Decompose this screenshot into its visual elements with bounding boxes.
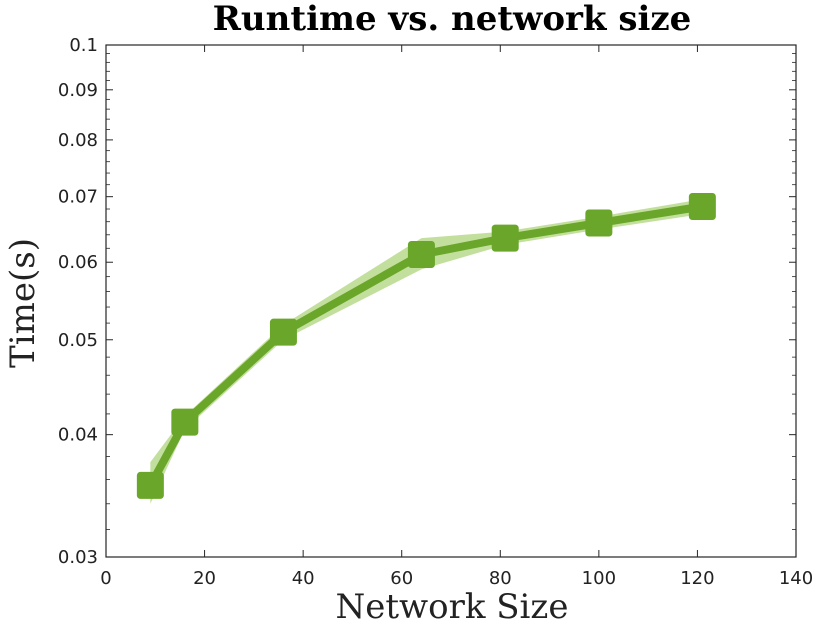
data-point-marker <box>585 209 613 237</box>
y-tick-label: 0.07 <box>58 187 98 208</box>
data-point-marker <box>269 318 297 346</box>
x-tick-label: 100 <box>582 568 616 589</box>
y-tick-label: 0.09 <box>58 80 98 101</box>
y-tick-label: 0.1 <box>69 35 98 56</box>
x-tick-label: 80 <box>489 568 512 589</box>
data-point-marker <box>491 224 519 252</box>
data-point-marker <box>407 241 435 269</box>
data-point-marker <box>136 471 164 499</box>
y-tick-label: 0.04 <box>58 425 98 446</box>
y-tick-label: 0.03 <box>58 547 98 568</box>
data-series <box>136 193 716 499</box>
plot-frame <box>105 44 797 558</box>
x-tick-label: 60 <box>390 568 413 589</box>
y-tick-label: 0.08 <box>58 130 98 151</box>
tick-labels: 0 20 40 60 80 100 120 140 0.03 0.04 0.05 0.06 0.07 0.… <box>58 35 813 589</box>
y-tick-label: 0.05 <box>58 330 98 351</box>
data-point-marker <box>171 408 199 436</box>
y-axis-label: Time(s) <box>3 238 43 368</box>
x-axis-label: Network Size <box>336 587 569 625</box>
y-tick-label: 0.06 <box>58 252 98 273</box>
data-point-marker <box>688 193 716 221</box>
x-tick-label: 120 <box>680 568 714 589</box>
x-tick-label: 140 <box>779 568 813 589</box>
x-tick-label: 0 <box>100 568 111 589</box>
x-tick-label: 20 <box>193 568 216 589</box>
chart-title: Runtime vs. network size <box>213 0 692 39</box>
x-tick-label: 40 <box>292 568 315 589</box>
axis-ticks <box>105 44 797 558</box>
